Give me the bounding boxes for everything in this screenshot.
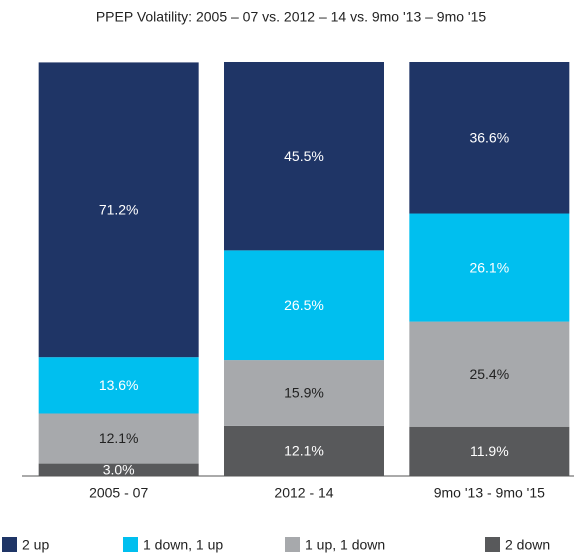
legend-label: 2 down [505, 537, 550, 553]
legend-swatch [285, 537, 300, 552]
legend-swatch [123, 537, 138, 552]
value-label: 26.5% [284, 297, 324, 313]
legend-swatch [485, 537, 500, 552]
legend-swatch [2, 537, 17, 552]
x-tick-label: 9mo '13 - 9mo '15 [434, 485, 545, 501]
bar-segment [38, 463, 199, 476]
chart-title: PPEP Volatility: 2005 – 07 vs. 2012 – 14… [96, 9, 487, 25]
bar-segment [224, 360, 384, 426]
bar-segment [38, 62, 199, 358]
x-tick-label: 2012 - 14 [274, 485, 333, 501]
value-label: 13.6% [99, 377, 139, 393]
bar-segment [409, 62, 570, 214]
bar-segment [38, 413, 199, 464]
bar-segment [409, 321, 570, 427]
value-label: 36.6% [469, 129, 509, 145]
bar-segment [224, 250, 384, 361]
value-label: 12.1% [99, 430, 139, 446]
bar-segment [409, 426, 570, 476]
value-label: 71.2% [99, 202, 139, 218]
x-tick-label: 2005 - 07 [89, 485, 148, 501]
legend-label: 2 up [22, 537, 49, 553]
value-label: 3.0% [103, 461, 135, 477]
bar-segment [38, 357, 199, 414]
legend-label: 1 up, 1 down [305, 537, 385, 553]
bar-segment [409, 213, 570, 322]
value-label: 26.1% [469, 259, 509, 275]
bar-segment [224, 425, 384, 476]
value-label: 11.9% [470, 443, 509, 459]
value-label: 25.4% [469, 366, 509, 382]
value-label: 12.1% [284, 443, 324, 459]
legend-label: 1 down, 1 up [143, 537, 223, 553]
bar-segment [224, 62, 384, 251]
value-label: 15.9% [284, 385, 324, 401]
value-label: 45.5% [284, 148, 324, 164]
